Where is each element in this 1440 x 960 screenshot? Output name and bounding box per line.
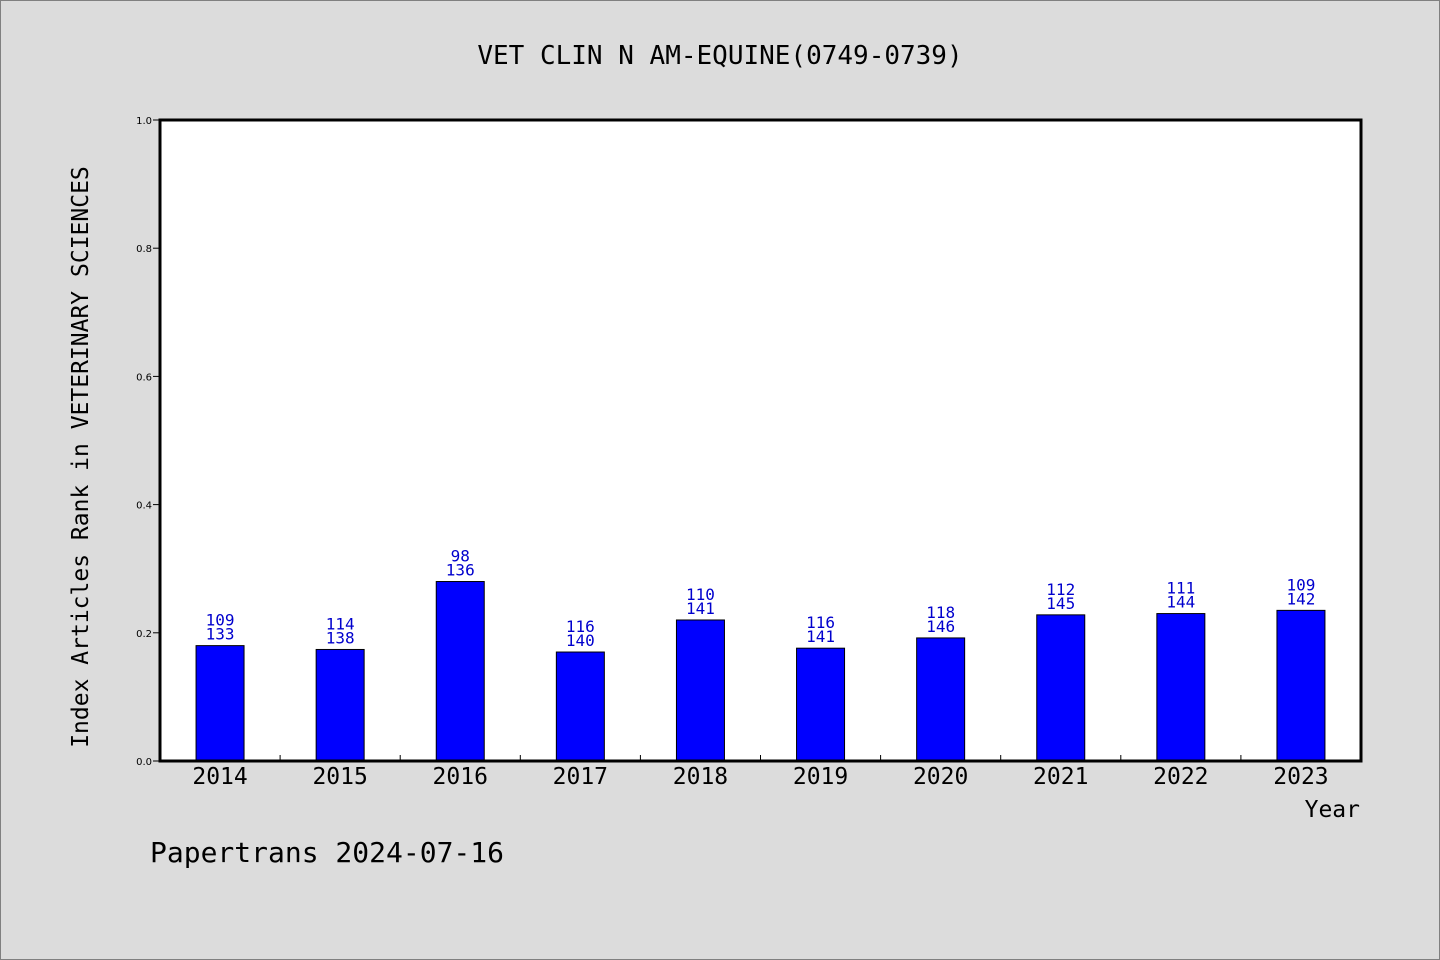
bar-label-top: 110: [686, 585, 715, 604]
bar-label-top: 114: [326, 614, 355, 633]
y-axis: 0.0 0.2 0.4 0.6 0.8 1.0: [136, 116, 160, 768]
y-tick-label: 0.6: [136, 372, 152, 383]
bar-label-top: 109: [1286, 575, 1315, 594]
x-tick-label: 2021: [1033, 764, 1088, 790]
bar-labels: 1091331141389813611614011014111614111814…: [206, 547, 1316, 651]
chart-title: VET CLIN N AM-EQUINE(0749-0739): [477, 41, 962, 71]
bar-label-top: 116: [806, 613, 835, 632]
bar-label-top: 112: [1046, 580, 1075, 599]
bar-label-top: 116: [566, 617, 595, 636]
bar-label-bottom: 141: [686, 599, 715, 618]
y-tick-label: 0.2: [136, 629, 152, 640]
bar-2023: [1276, 609, 1326, 762]
bar-label-bottom: 145: [1046, 594, 1075, 613]
bar-2021: [1036, 614, 1086, 762]
bars: [195, 581, 1326, 762]
bar-label-bottom: 144: [1166, 593, 1195, 612]
bar-label-top: 109: [206, 611, 235, 630]
y-tick-label: 1.0: [136, 116, 152, 127]
bar-label-bottom: 136: [446, 561, 475, 580]
footer-credit: Papertrans 2024-07-16: [150, 836, 504, 869]
x-axis: 2014 2015 2016 2017 2018 2019 2020 2021 2022 2023: [192, 755, 1329, 790]
y-axis-label: Index Articles Rank in VETERINARY SCIENC…: [68, 166, 94, 748]
y-tick-label: 0.0: [136, 757, 152, 768]
bar-label-bottom: 142: [1286, 589, 1315, 608]
x-tick-label: 2014: [192, 764, 247, 790]
bar-label-bottom: 140: [566, 631, 595, 650]
x-tick-label: 2022: [1153, 764, 1208, 790]
x-tick-label: 2015: [312, 764, 367, 790]
y-tick-label: 0.8: [136, 244, 152, 255]
x-tick-label: 2023: [1273, 764, 1328, 790]
bar-label-bottom: 146: [926, 617, 955, 636]
bar-label-bottom: 138: [326, 628, 355, 647]
x-tick-label: 2018: [673, 764, 728, 790]
bar-label-top: 98: [451, 547, 470, 566]
bar-2015: [315, 648, 365, 762]
plot-border: [158, 118, 1363, 763]
bar-label-bottom: 133: [206, 625, 235, 644]
bar-2014: [195, 645, 245, 762]
bar-2019: [796, 647, 846, 762]
bar-2020: [916, 637, 966, 762]
x-tick-label: 2020: [913, 764, 968, 790]
bar-2017: [555, 651, 605, 762]
x-axis-label: Year: [1305, 797, 1360, 823]
x-tick-label: 2017: [553, 764, 608, 790]
bar-label-top: 118: [926, 603, 955, 622]
y-tick-label: 0.4: [136, 501, 152, 512]
x-tick-label: 2016: [433, 764, 488, 790]
bar-label-top: 111: [1166, 579, 1195, 598]
bar-2022: [1156, 613, 1206, 762]
x-tick-label: 2019: [793, 764, 848, 790]
bar-2018: [675, 619, 725, 762]
bar-label-bottom: 141: [806, 627, 835, 646]
bar-2016: [435, 581, 485, 762]
